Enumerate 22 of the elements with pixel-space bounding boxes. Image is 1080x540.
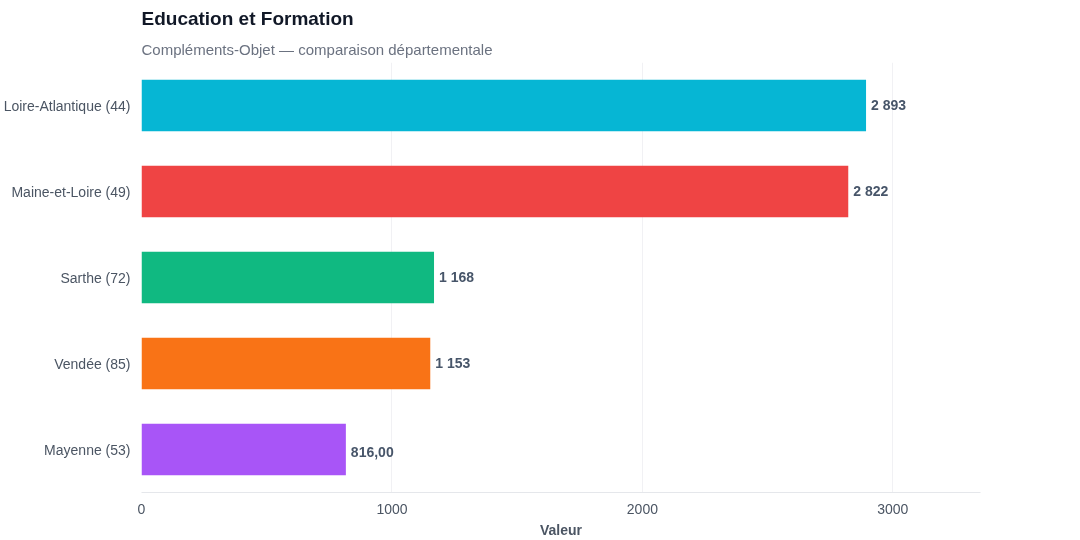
chart-subtitle: Compléments-Objet — comparaison départementale — [141, 40, 493, 58]
bar — [141, 251, 435, 304]
data-label: 2 822 — [853, 182, 889, 199]
data-label: 1 168 — [439, 268, 475, 285]
bar — [141, 165, 849, 218]
data-label: 816,00 — [350, 443, 394, 460]
x-tick-label: 2000 — [626, 500, 659, 517]
chart-title: Education et Formation — [141, 7, 354, 29]
y-tick-label: Vendée (85) — [54, 355, 131, 372]
x-tick-label: 1000 — [376, 500, 408, 517]
y-tick-label: Maine-et-Loire (49) — [11, 183, 131, 200]
data-label: 2 893 — [871, 96, 907, 113]
data-label: 1 153 — [435, 354, 471, 371]
bar — [141, 79, 867, 132]
x-tick-label: 0 — [137, 500, 146, 517]
y-tick-label: Mayenne (53) — [44, 441, 131, 458]
x-tick-label: 3000 — [877, 500, 909, 517]
y-tick-label: Sarthe (72) — [60, 269, 131, 286]
x-axis-title: Valeur — [539, 521, 583, 538]
bar — [141, 423, 346, 476]
bar — [141, 337, 431, 390]
y-tick-label: Loire-Atlantique (44) — [3, 97, 131, 114]
